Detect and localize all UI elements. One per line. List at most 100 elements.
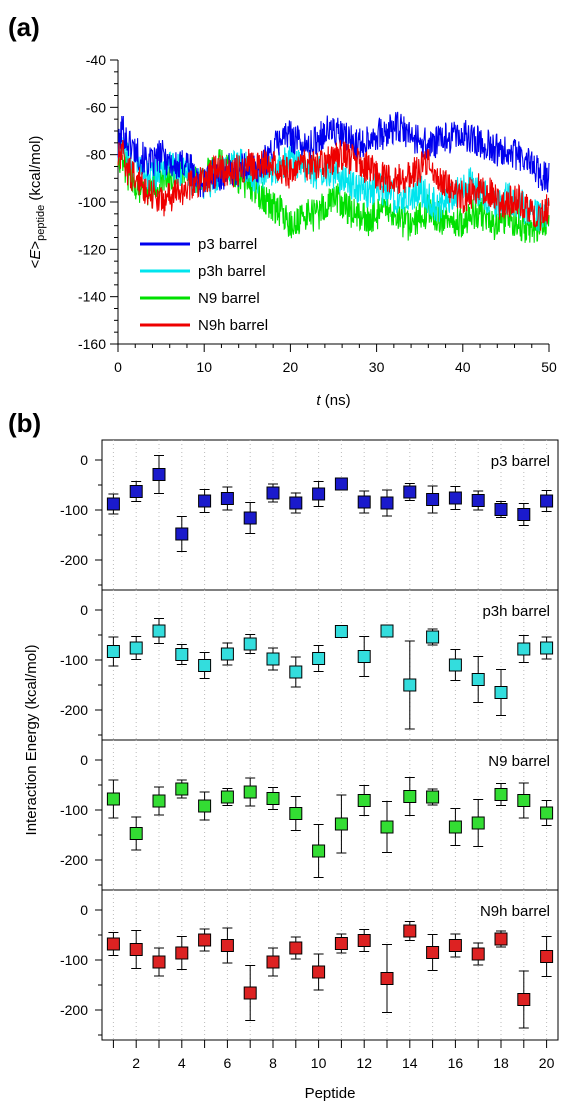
data-marker: [471, 494, 485, 507]
data-marker: [380, 972, 394, 985]
subpanel-title: p3h barrel: [482, 603, 550, 620]
y-tick-label: 0: [80, 752, 88, 768]
y-axis-title-sub: peptide: [35, 205, 47, 241]
data-marker: [540, 806, 554, 820]
y-tick-label: -80: [86, 147, 106, 163]
data-marker: [129, 943, 143, 956]
data-marker: [334, 625, 348, 638]
legend-label: N9 barrel: [198, 290, 260, 307]
y-axis-title-suffix: >: [27, 241, 44, 250]
y-tick-label: 0: [80, 902, 88, 918]
data-marker: [129, 485, 143, 498]
x-axis-title: t (ns): [316, 392, 350, 409]
data-marker: [380, 496, 394, 510]
data-marker: [540, 641, 554, 655]
chart-a: -40 -60 -80 -100 -120 -140 -160 0 10 20 30 40 50 t (n…: [27, 52, 557, 409]
data-marker: [426, 630, 440, 644]
data-marker: [243, 986, 257, 1000]
y-tick-label: -100: [60, 652, 88, 668]
data-marker: [357, 650, 371, 663]
y-axis-title: <E>peptide (kcal/mol): [27, 136, 47, 269]
y-tick-label: -100: [60, 502, 88, 518]
data-marker: [312, 965, 326, 979]
subpanel-title: N9 barrel: [488, 753, 550, 770]
subpanel-N9h-barrel: 0 -100 -200 N9h barrel: [60, 889, 559, 1041]
data-marker: [175, 648, 189, 661]
y-tick-label: -200: [60, 552, 88, 568]
series-line-N9h-barrel: [117, 139, 550, 231]
data-marker: [494, 788, 508, 801]
data-marker: [448, 658, 462, 672]
panel-a-label: (a): [8, 12, 40, 42]
data-marker: [334, 937, 348, 950]
data-marker: [357, 934, 371, 947]
x-axis-title: Peptide: [305, 1085, 356, 1102]
data-marker: [266, 652, 280, 666]
y-tick-label: -140: [78, 289, 106, 305]
data-marker: [312, 844, 326, 858]
data-marker: [152, 955, 166, 969]
y-tick-label: -200: [60, 1002, 88, 1018]
data-marker: [198, 494, 212, 508]
legend-label: p3 barrel: [198, 236, 257, 253]
data-marker: [243, 785, 257, 799]
y-tick-label: 0: [80, 452, 88, 468]
y-axis-title-unit: (kcal/mol): [27, 136, 44, 205]
y-tick-label: -100: [60, 802, 88, 818]
data-marker: [403, 924, 417, 938]
data-marker: [448, 491, 462, 505]
data-marker: [175, 946, 189, 960]
x-tick-label: 14: [402, 1055, 418, 1071]
data-marker: [289, 807, 303, 820]
y-tick-label: -160: [78, 336, 106, 352]
x-tick-label: 40: [455, 359, 471, 375]
data-marker: [175, 527, 189, 541]
y-axis-title-var: E: [27, 249, 44, 260]
data-marker: [494, 932, 508, 946]
legend-label: N9h barrel: [198, 317, 268, 334]
y-tick-label: -200: [60, 852, 88, 868]
data-marker: [106, 645, 120, 658]
y-axis-title: Interaction Energy (kcal/mol): [23, 645, 40, 836]
data-marker: [334, 477, 348, 491]
data-marker: [220, 790, 234, 804]
data-marker: [266, 955, 280, 969]
subpanel-p3h-barrel: 0 -100 -200 p3h barrel: [60, 589, 559, 741]
data-marker: [243, 637, 257, 651]
x-axis-title-unit: (ns): [321, 392, 351, 409]
data-marker: [517, 642, 531, 656]
data-marker: [289, 496, 303, 510]
data-marker: [494, 503, 508, 516]
x-tick-label: 6: [224, 1055, 232, 1071]
data-marker: [220, 492, 234, 505]
data-marker: [471, 673, 485, 686]
data-marker: [357, 794, 371, 807]
data-marker: [471, 947, 485, 961]
x-axis-title-var: t: [316, 392, 321, 409]
data-marker: [152, 624, 166, 638]
x-tick-label: 12: [356, 1055, 372, 1071]
x-tick-label: 4: [178, 1055, 186, 1071]
x-tick-label: 20: [283, 359, 299, 375]
data-marker: [403, 678, 417, 692]
x-tick-label: 16: [448, 1055, 464, 1071]
y-tick-label: -100: [60, 952, 88, 968]
data-marker: [106, 497, 120, 511]
data-marker: [266, 792, 280, 805]
data-marker: [289, 665, 303, 679]
data-marker: [357, 495, 371, 509]
x-tick-label: 8: [269, 1055, 277, 1071]
y-tick-label: -40: [86, 52, 106, 68]
chart-b: 0 -100 -200 p3 barrel 0 -100 -200 p3h barrel 0 -1…: [23, 439, 559, 1102]
x-tick-label: 18: [493, 1055, 509, 1071]
data-marker: [198, 659, 212, 672]
subpanel-N9-barrel: 0 -100 -200 N9 barrel: [60, 739, 559, 891]
data-marker: [152, 468, 166, 481]
subpanel-frame: [101, 889, 559, 1041]
x-tick-label: 2: [132, 1055, 140, 1071]
data-marker: [448, 820, 462, 834]
data-marker: [243, 511, 257, 525]
data-marker: [540, 950, 554, 963]
data-marker: [220, 939, 234, 952]
